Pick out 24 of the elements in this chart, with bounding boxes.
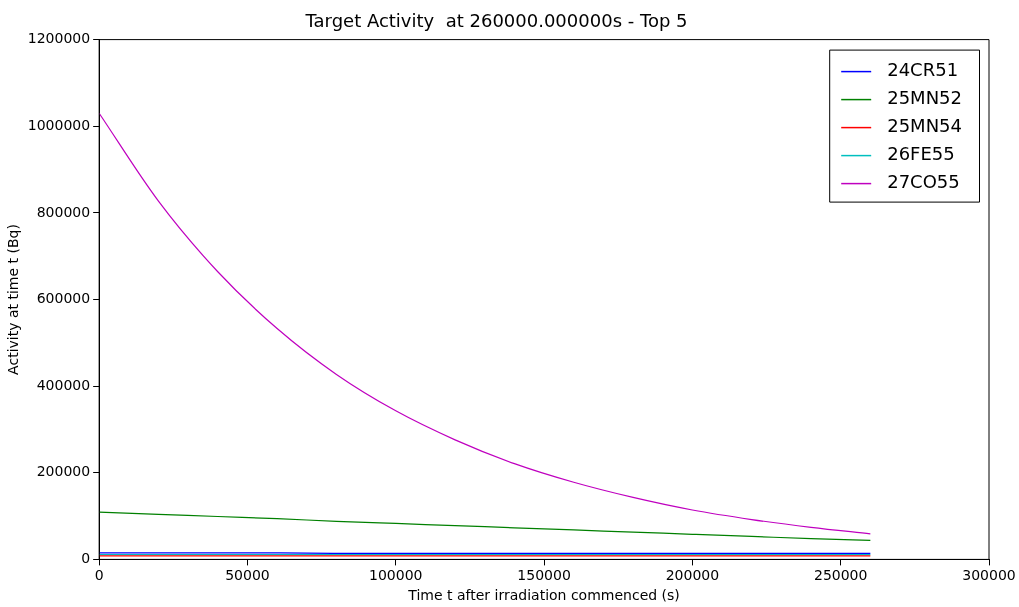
y-tick-label: 1200000: [27, 30, 91, 47]
y-tick-label: 0: [81, 550, 91, 567]
chart-title: Target Activity at 260000.000000s - Top 5: [304, 10, 688, 32]
y-axis-title: Activity at time t (Bq): [5, 224, 22, 375]
x-tick-label: 250000: [813, 567, 868, 584]
legend-label: 27CO55: [887, 171, 960, 193]
x-tick-label: 150000: [517, 567, 571, 584]
x-tick-label: 300000: [962, 567, 1016, 584]
x-tick-label: 50000: [225, 567, 270, 584]
x-axis-title: Time t after irradiation commenced (s): [407, 587, 680, 604]
y-tick-label: 1000000: [27, 116, 91, 133]
x-tick-label: 100000: [369, 567, 423, 584]
line-series: [99, 112, 871, 535]
legend-label: 26FE55: [887, 143, 955, 165]
y-tick-label: 400000: [36, 376, 91, 393]
legend-label: 25MN52: [887, 87, 963, 109]
y-tick-label: 200000: [36, 463, 91, 480]
line-series: [99, 511, 871, 541]
legend-label: 24CR51: [887, 59, 959, 81]
y-tick-label: 800000: [36, 203, 91, 220]
legend-label: 25MN54: [887, 115, 963, 137]
x-tick-label: 200000: [665, 567, 720, 584]
y-tick-label: 600000: [36, 290, 91, 307]
x-tick-label: 0: [94, 567, 104, 584]
